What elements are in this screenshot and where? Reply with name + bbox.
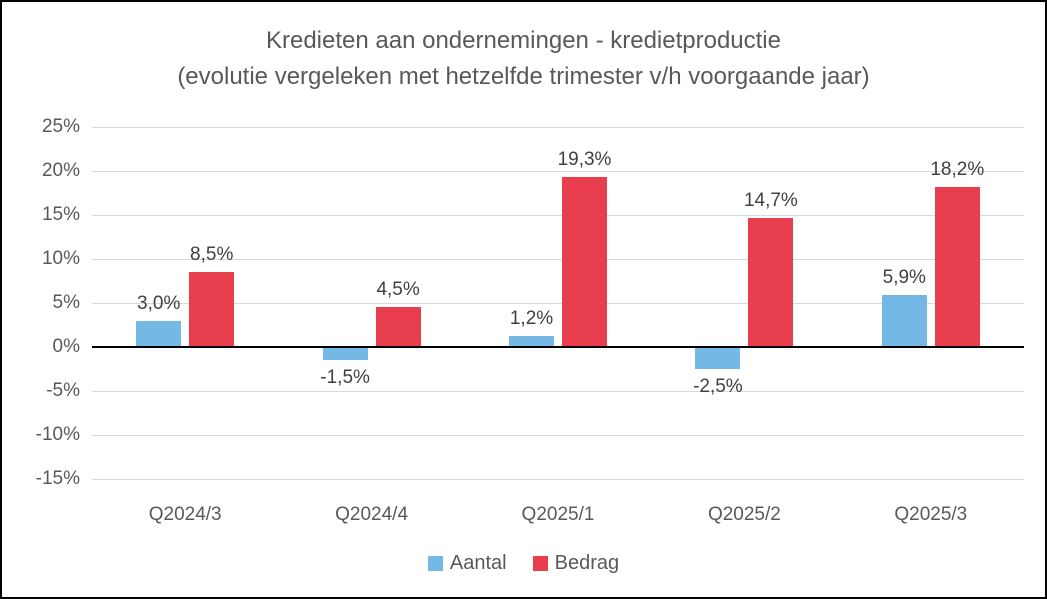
bar-bedrag-q2025-1 [562, 177, 607, 347]
x-axis-category-label-q2025-2: Q2025/2 [707, 504, 781, 525]
data-label-aantal-q2025-1: 1,2% [509, 308, 554, 330]
gridline [92, 259, 1024, 260]
y-axis-tick-label: -15% [35, 468, 80, 489]
y-axis-tick-label: 15% [41, 204, 80, 225]
x-axis-category-label-q2025-1: Q2025/1 [521, 504, 595, 525]
bar-aantal-q2024-3 [136, 320, 182, 347]
legend-label: Aantal [449, 552, 507, 574]
zero-axis-line [92, 346, 1024, 348]
y-axis-tick-label: 0% [52, 336, 80, 357]
legend-swatch-icon [427, 556, 443, 571]
data-label-aantal-q2024-4: -1,5% [320, 367, 370, 389]
y-axis-tick-label: 10% [41, 248, 80, 269]
bar-bedrag-q2024-3 [189, 272, 235, 347]
bar-bedrag-q2025-2 [748, 217, 794, 347]
data-label-bedrag-q2025-3: 18,2% [930, 158, 985, 180]
gridline [92, 127, 1024, 128]
legend-label: Bedrag [554, 552, 620, 574]
data-label-bedrag-q2024-3: 8,5% [190, 244, 234, 266]
y-axis-tick-label: -5% [46, 380, 80, 401]
data-label-aantal-q2025-3: 5,9% [882, 267, 926, 289]
legend-item-bedrag: Bedrag [532, 552, 620, 575]
gridline [92, 215, 1024, 216]
bar-aantal-q2024-4 [322, 347, 368, 361]
x-axis-category-label-q2024-3: Q2024/3 [148, 504, 222, 525]
bar-aantal-q2025-1 [509, 336, 554, 347]
data-label-bedrag-q2024-4: 4,5% [376, 279, 420, 301]
legend-item-aantal: Aantal [427, 552, 507, 575]
data-label-bedrag-q2025-1: 19,3% [557, 149, 612, 171]
data-label-bedrag-q2025-2: 14,7% [743, 189, 798, 211]
gridline [92, 171, 1024, 172]
chart-title-block: Kredieten aan ondernemingen - kredietpro… [2, 23, 1045, 95]
gridline [92, 435, 1024, 436]
chart-title: Kredieten aan ondernemingen - kredietpro… [265, 27, 781, 54]
gridline [92, 391, 1024, 392]
x-axis-category-label-q2025-3: Q2025/3 [894, 504, 968, 525]
legend: Aantal Bedrag [2, 552, 1045, 575]
y-axis-tick-label: 25% [41, 116, 80, 137]
gridline [92, 479, 1024, 480]
bar-bedrag-q2025-3 [934, 186, 980, 347]
gridline [92, 303, 1024, 304]
chart-subtitle: (evolutie vergeleken met hetzelfde trime… [177, 63, 870, 90]
legend-swatch-icon [532, 556, 548, 571]
y-axis-tick-label: -10% [35, 424, 80, 445]
data-label-aantal-q2025-2: -2,5% [693, 376, 743, 397]
data-label-aantal-q2024-3: 3,0% [137, 292, 181, 314]
y-axis-tick-label: 20% [41, 160, 80, 181]
bar-aantal-q2025-3 [881, 295, 927, 347]
bar-aantal-q2025-2 [695, 347, 741, 369]
bar-bedrag-q2024-4 [375, 307, 421, 347]
y-axis-tick-label: 5% [52, 292, 80, 313]
x-axis-category-label-q2024-4: Q2024/4 [335, 504, 409, 525]
